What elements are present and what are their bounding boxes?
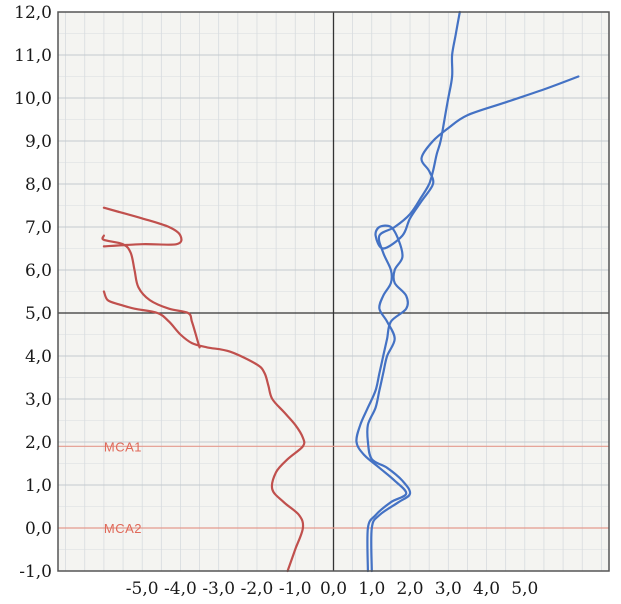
x-tick-label: 5,0 [511,579,538,599]
y-tick-label: 9,0 [25,132,52,152]
y-tick-label: 2,0 [25,433,52,453]
series-line-3 [102,206,183,248]
series-line-1 [102,290,306,573]
y-tick-label: 11,0 [14,46,52,66]
y-tick-label: 8,0 [25,175,52,195]
x-tick-label: 0,0 [320,579,347,599]
y-tick-label: 0,0 [25,519,52,539]
x-tick-label: 3,0 [435,579,462,599]
y-tick-label: 3,0 [25,390,52,410]
y-tick-labels: -1,0 0,0 1,0 2,0 3,0 4,0 5,0 6,0 7,0 8,0 9,0 10,0 11… [14,3,52,582]
x-tick-label: 1,0 [358,579,385,599]
annotations: MCA1 MCA2 [58,439,609,536]
annotation-label: MCA1 [104,439,142,454]
series-line-4 [355,75,580,573]
x-tick-label: -2,0 [241,579,274,599]
axes [58,12,609,571]
x-tick-label: -3,0 [202,579,235,599]
y-tick-label: 1,0 [25,476,52,496]
y-tick-label: 5,0 [25,304,52,324]
x-tick-labels: -5,0 -4,0 -3,0 -2,0 -1,0 0,0 1,0 2,0 3,0 4,0 5,0 [126,579,539,599]
x-tick-label: -5,0 [126,579,159,599]
series-line-2 [101,234,201,349]
y-tick-label: 7,0 [25,218,52,238]
x-tick-label: 2,0 [397,579,424,599]
x-tick-label: -1,0 [279,579,312,599]
plot-frame [57,11,610,572]
y-tick-label: 6,0 [25,261,52,281]
series-group [101,10,580,573]
annotation-label: MCA2 [104,521,142,536]
y-tick-label: 10,0 [14,89,52,109]
y-tick-label: 12,0 [14,3,52,23]
y-tick-label: -1,0 [19,562,52,582]
y-tick-label: 4,0 [25,347,52,367]
series-line-5 [366,10,461,573]
x-tick-label: -4,0 [164,579,197,599]
x-tick-label: 4,0 [473,579,500,599]
